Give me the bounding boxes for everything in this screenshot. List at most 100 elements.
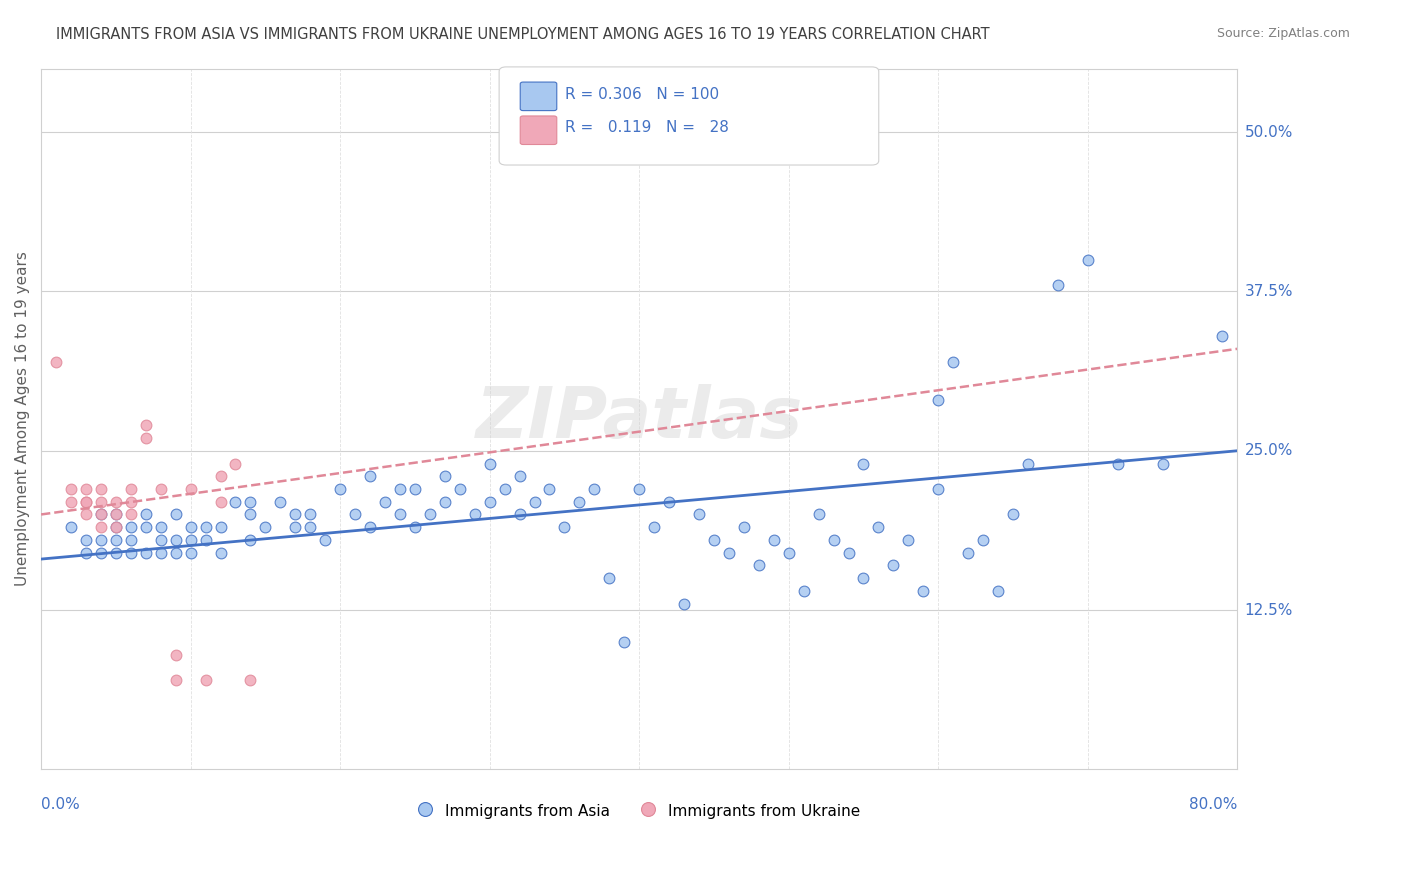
Point bbox=[90, 482, 112, 496]
Text: 25.0%: 25.0% bbox=[1244, 443, 1294, 458]
Point bbox=[224, 457, 246, 471]
Text: 80.0%: 80.0% bbox=[1189, 797, 1237, 813]
Point bbox=[478, 457, 501, 471]
Point bbox=[90, 533, 112, 547]
Point bbox=[104, 520, 127, 534]
Point bbox=[523, 494, 546, 508]
Point bbox=[75, 494, 97, 508]
Point bbox=[613, 635, 636, 649]
Point bbox=[942, 354, 965, 368]
Point bbox=[60, 482, 83, 496]
Point bbox=[927, 392, 949, 407]
Point bbox=[388, 482, 411, 496]
Point bbox=[180, 482, 202, 496]
Point bbox=[299, 508, 322, 522]
Point bbox=[583, 482, 606, 496]
Point bbox=[868, 520, 890, 534]
Point bbox=[149, 546, 172, 560]
Text: 50.0%: 50.0% bbox=[1244, 125, 1294, 140]
Point bbox=[180, 546, 202, 560]
Point bbox=[1107, 457, 1129, 471]
Point bbox=[882, 558, 904, 573]
Legend: Immigrants from Asia, Immigrants from Ukraine: Immigrants from Asia, Immigrants from Uk… bbox=[412, 797, 866, 825]
Point bbox=[180, 533, 202, 547]
Point bbox=[852, 457, 875, 471]
Point bbox=[135, 418, 157, 433]
Point bbox=[135, 546, 157, 560]
Point bbox=[419, 508, 441, 522]
Point bbox=[135, 431, 157, 445]
Text: 37.5%: 37.5% bbox=[1244, 284, 1294, 299]
Point bbox=[165, 546, 187, 560]
Point bbox=[374, 494, 396, 508]
Point bbox=[688, 508, 710, 522]
Point bbox=[823, 533, 845, 547]
Point bbox=[165, 648, 187, 662]
Point bbox=[120, 546, 142, 560]
Point bbox=[165, 533, 187, 547]
Point bbox=[717, 546, 740, 560]
Point bbox=[239, 494, 262, 508]
Point bbox=[75, 546, 97, 560]
Point bbox=[239, 533, 262, 547]
Point bbox=[927, 482, 949, 496]
Point bbox=[90, 520, 112, 534]
Point bbox=[762, 533, 785, 547]
Point bbox=[1211, 329, 1233, 343]
Point bbox=[90, 508, 112, 522]
Point bbox=[733, 520, 755, 534]
Point bbox=[778, 546, 800, 560]
Point bbox=[344, 508, 367, 522]
Point bbox=[165, 673, 187, 687]
Point bbox=[45, 354, 67, 368]
Point bbox=[165, 508, 187, 522]
Point bbox=[60, 494, 83, 508]
Point bbox=[1077, 252, 1099, 267]
Point bbox=[388, 508, 411, 522]
Point bbox=[284, 520, 307, 534]
Point bbox=[149, 533, 172, 547]
Point bbox=[104, 508, 127, 522]
Point bbox=[60, 520, 83, 534]
Point bbox=[269, 494, 291, 508]
Point bbox=[912, 583, 935, 598]
Point bbox=[75, 533, 97, 547]
Text: 12.5%: 12.5% bbox=[1244, 602, 1294, 617]
Point bbox=[194, 520, 217, 534]
Text: Source: ZipAtlas.com: Source: ZipAtlas.com bbox=[1216, 27, 1350, 40]
Point bbox=[449, 482, 471, 496]
Point bbox=[299, 520, 322, 534]
Point bbox=[1152, 457, 1174, 471]
Point bbox=[149, 520, 172, 534]
Point bbox=[957, 546, 980, 560]
Point bbox=[433, 469, 456, 483]
Point bbox=[209, 520, 232, 534]
Point bbox=[90, 494, 112, 508]
Point bbox=[75, 508, 97, 522]
Point bbox=[120, 520, 142, 534]
Point bbox=[478, 494, 501, 508]
Point bbox=[538, 482, 561, 496]
Point bbox=[658, 494, 681, 508]
Point bbox=[224, 494, 246, 508]
Point bbox=[703, 533, 725, 547]
Point bbox=[494, 482, 516, 496]
Point bbox=[239, 508, 262, 522]
Point bbox=[180, 520, 202, 534]
Text: 0.0%: 0.0% bbox=[41, 797, 80, 813]
Text: R = 0.306   N = 100: R = 0.306 N = 100 bbox=[565, 87, 720, 102]
Point bbox=[807, 508, 830, 522]
Point bbox=[404, 482, 426, 496]
Point bbox=[104, 533, 127, 547]
Point bbox=[673, 597, 696, 611]
Point bbox=[209, 469, 232, 483]
Point bbox=[598, 571, 620, 585]
Text: ZIPatlas: ZIPatlas bbox=[475, 384, 803, 453]
Point bbox=[314, 533, 336, 547]
Point bbox=[104, 508, 127, 522]
Point bbox=[1001, 508, 1024, 522]
Point bbox=[987, 583, 1010, 598]
Point bbox=[120, 533, 142, 547]
Point bbox=[509, 469, 531, 483]
Point bbox=[209, 494, 232, 508]
